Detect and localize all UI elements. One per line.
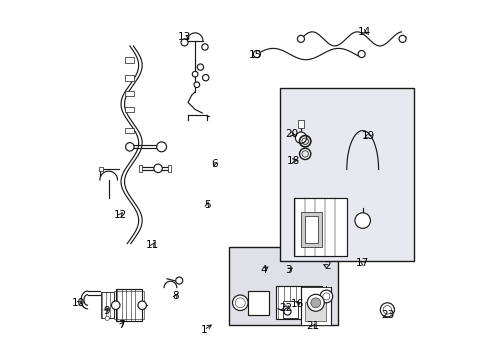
Text: 6: 6 (211, 159, 217, 169)
Bar (279, 88, 413, 261)
Circle shape (357, 50, 365, 58)
Text: 1: 1 (200, 325, 207, 335)
Circle shape (192, 71, 198, 77)
Bar (300, 287, 330, 325)
Text: 16: 16 (290, 299, 304, 309)
Text: 15: 15 (248, 50, 261, 60)
Circle shape (383, 306, 391, 314)
Text: 10: 10 (71, 298, 84, 309)
Text: 4: 4 (260, 265, 266, 275)
Circle shape (111, 301, 120, 310)
Circle shape (175, 277, 183, 284)
Text: 20: 20 (285, 129, 298, 139)
Text: 3: 3 (285, 265, 291, 275)
Bar (276, 286, 322, 319)
Circle shape (181, 39, 188, 46)
Text: 7: 7 (118, 320, 124, 330)
Bar (101, 292, 114, 318)
Circle shape (319, 290, 332, 303)
Text: 19: 19 (361, 131, 375, 141)
Bar (300, 212, 322, 247)
Circle shape (306, 294, 324, 311)
Text: 22: 22 (279, 303, 292, 313)
Circle shape (295, 132, 306, 143)
Text: 8: 8 (172, 292, 179, 301)
Text: 11: 11 (146, 240, 159, 250)
Bar (125, 75, 134, 81)
Text: 2: 2 (324, 261, 330, 271)
Text: 5: 5 (203, 200, 210, 210)
Bar (139, 165, 142, 171)
Bar (298, 120, 303, 128)
Circle shape (253, 50, 260, 58)
Circle shape (310, 298, 320, 308)
Bar (125, 107, 134, 112)
Circle shape (202, 75, 208, 81)
Text: 18: 18 (286, 156, 300, 166)
Circle shape (194, 82, 199, 87)
Bar (99, 167, 103, 171)
Text: 21: 21 (306, 321, 319, 332)
Circle shape (354, 213, 370, 228)
Circle shape (156, 142, 166, 152)
Bar (247, 291, 269, 315)
Circle shape (125, 143, 134, 151)
Bar (114, 292, 143, 319)
Bar (125, 91, 134, 96)
Bar (125, 57, 134, 63)
Text: 9: 9 (102, 306, 109, 315)
Circle shape (202, 44, 208, 50)
Circle shape (284, 308, 290, 315)
Circle shape (322, 293, 329, 300)
Circle shape (154, 164, 162, 172)
Bar (167, 165, 171, 171)
Bar (293, 198, 346, 256)
Text: 17: 17 (355, 258, 368, 268)
Bar (305, 302, 325, 321)
Bar (283, 301, 298, 318)
Bar (228, 247, 337, 325)
Text: 12: 12 (113, 210, 127, 220)
Bar (116, 289, 142, 321)
Circle shape (297, 35, 304, 42)
Circle shape (105, 316, 109, 320)
Text: 23: 23 (380, 310, 393, 320)
Circle shape (380, 303, 394, 317)
Circle shape (232, 295, 247, 311)
Text: 13: 13 (178, 32, 191, 42)
Circle shape (235, 298, 244, 308)
Bar (125, 128, 134, 134)
Circle shape (138, 301, 146, 310)
Text: 14: 14 (357, 27, 370, 37)
Circle shape (197, 64, 203, 70)
Circle shape (398, 35, 405, 42)
Bar (305, 216, 317, 243)
